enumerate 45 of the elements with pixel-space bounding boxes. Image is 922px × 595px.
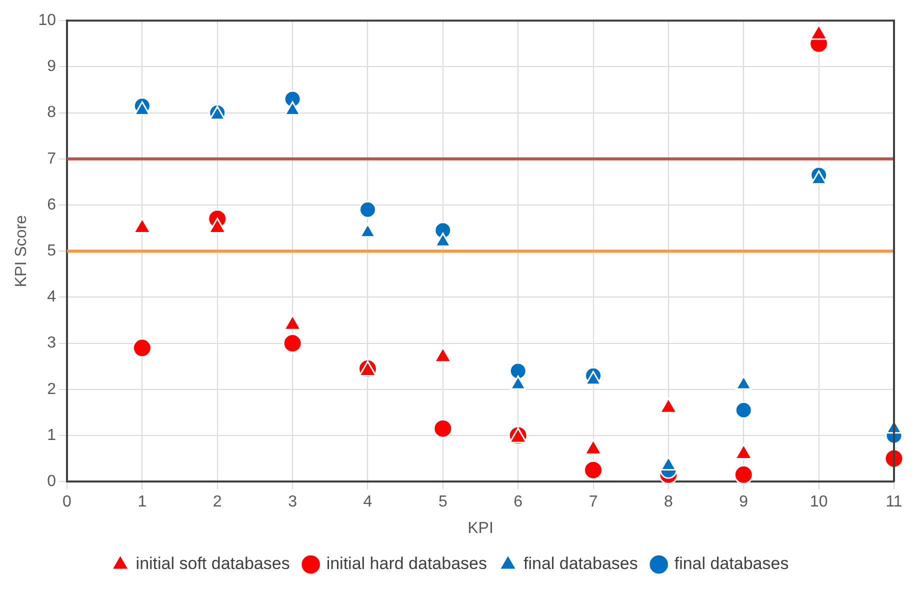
x-tick-label: 8 <box>664 494 673 511</box>
x-tick-label: 6 <box>514 494 523 511</box>
point <box>133 218 152 234</box>
x-tick-label: 0 <box>62 494 72 511</box>
point <box>360 223 376 238</box>
y-tick-label: 5 <box>47 242 56 260</box>
point <box>810 24 828 40</box>
y-tick-label: 7 <box>47 150 56 168</box>
point <box>132 338 152 358</box>
x-axis-title: KPI <box>468 520 494 537</box>
y-tick-label: 1 <box>47 426 56 444</box>
y-tick-label: 6 <box>47 196 56 214</box>
x-tick-label: 7 <box>588 494 598 511</box>
y-tick-label: 8 <box>47 104 56 122</box>
y-tick-label: 3 <box>47 334 56 352</box>
point <box>736 376 752 390</box>
point <box>282 334 302 354</box>
point <box>134 101 150 116</box>
point <box>284 101 301 116</box>
y-tick-label: 2 <box>47 380 56 398</box>
point <box>585 370 602 386</box>
point <box>734 464 754 484</box>
y-axis-title: KPI Score <box>13 214 30 288</box>
y-tick-label: 10 <box>38 12 56 30</box>
point <box>509 362 527 380</box>
legend-label: final databases <box>523 554 638 574</box>
point <box>584 460 604 480</box>
y-tick-label: 0 <box>47 473 56 490</box>
x-tick-label: 5 <box>438 494 448 511</box>
legend-label: final databases <box>674 554 789 574</box>
x-tick-label: 4 <box>363 494 372 511</box>
x-tick-label: 2 <box>212 494 222 511</box>
x-tick-label: 9 <box>739 494 748 511</box>
point <box>433 418 453 438</box>
x-tick-label: 10 <box>810 494 828 511</box>
y-tick-label: 4 <box>47 288 56 306</box>
point <box>810 170 827 185</box>
legend-label: initial hard databases <box>326 554 487 574</box>
x-tick-label: 11 <box>886 494 902 511</box>
y-tick-label: 9 <box>47 58 56 76</box>
x-tick-label: 1 <box>138 494 147 511</box>
point <box>510 376 526 390</box>
x-tick-label: 3 <box>288 494 298 511</box>
legend-label: initial soft databases <box>136 554 290 574</box>
point <box>734 401 752 419</box>
